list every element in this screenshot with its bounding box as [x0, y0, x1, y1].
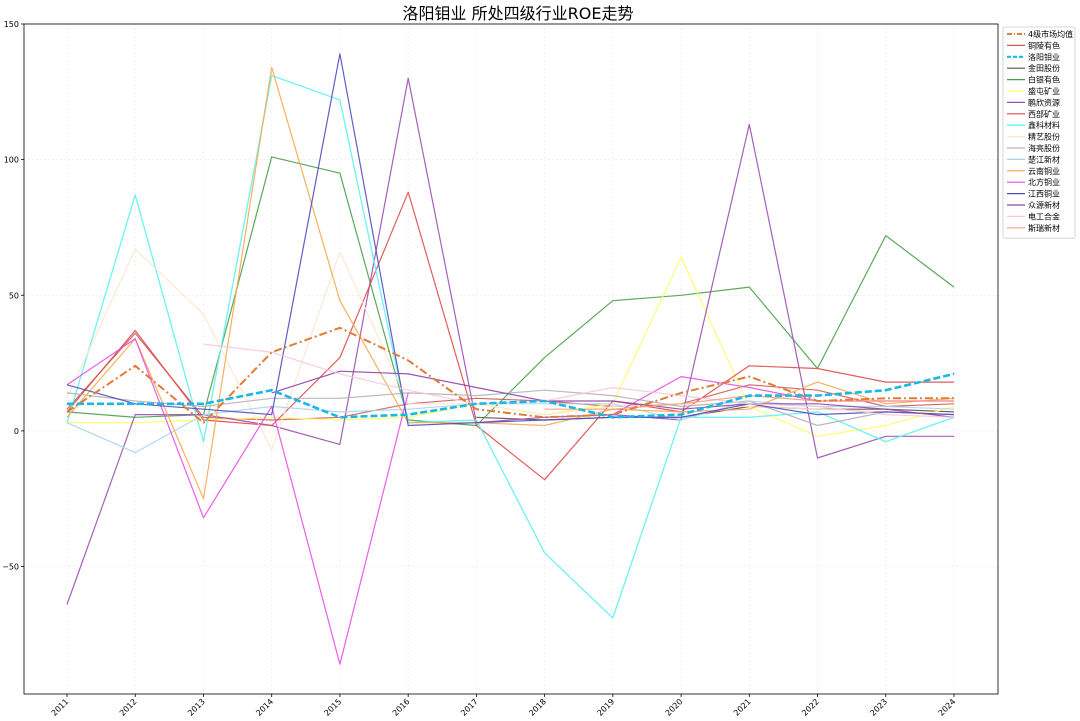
series-line	[66, 338, 954, 665]
grid-lines	[24, 23, 998, 694]
x-tick-label: 2020	[664, 697, 685, 718]
x-tick-label: 2024	[937, 697, 958, 718]
legend-label: 铜陵有色	[1028, 40, 1060, 50]
legend: 4级市场均值铜陵有色洛阳钼业金田股份白银有色盛屯矿业鹏欣资源西部矿业鑫科材料精艺…	[1002, 26, 1076, 239]
series-line	[66, 156, 955, 427]
series-line	[66, 326, 954, 424]
series-line	[67, 372, 955, 419]
series-line	[203, 343, 955, 418]
y-tick-label: −50	[2, 563, 19, 572]
legend-label: 江西铜业	[1028, 189, 1060, 199]
legend-label: 盛屯矿业	[1028, 86, 1060, 96]
legend-label: 金田股份	[1028, 63, 1060, 73]
series-line	[271, 370, 955, 418]
x-tick-label: 2018	[527, 697, 548, 718]
x-tick-label: 2013	[186, 697, 207, 718]
legend-label: 众源新材	[1028, 200, 1060, 210]
legend-label: 鹏欣资源	[1028, 97, 1060, 107]
legend-label: 海亮股份	[1028, 143, 1060, 153]
series-line	[66, 77, 954, 605]
x-tick-label: 2017	[459, 697, 480, 718]
y-tick-label: 50	[9, 291, 19, 300]
series-line	[66, 332, 955, 421]
series-lines	[66, 53, 955, 665]
x-tick-label: 2011	[50, 697, 71, 718]
x-tick-label: 2023	[868, 697, 889, 718]
plot-frame	[23, 23, 999, 695]
legend-label: 洛阳钼业	[1028, 52, 1060, 62]
legend-label: 精艺股份	[1028, 132, 1060, 142]
y-tick-label: 0	[14, 427, 19, 436]
series-line	[66, 66, 955, 500]
x-tick-label: 2021	[732, 697, 753, 718]
legend-label: 电工合金	[1028, 211, 1060, 221]
legend-label: 北方铜业	[1028, 177, 1060, 187]
series-line	[66, 191, 954, 481]
legend-label: 云南铜业	[1028, 166, 1060, 176]
legend-label: 4级市场均值	[1028, 29, 1073, 39]
x-tick-label: 2014	[254, 697, 275, 718]
legend-label: 西部矿业	[1028, 109, 1060, 119]
y-tick-label: 100	[4, 156, 19, 165]
legend-label: 鑫科材料	[1028, 120, 1060, 130]
x-tick-label: 2022	[800, 697, 821, 718]
chart-title: 洛阳钼业 所处四级行业ROE走势	[403, 4, 634, 23]
x-tick-label: 2016	[391, 697, 412, 718]
x-tick-label: 2019	[596, 697, 617, 718]
series-line	[66, 248, 955, 451]
y-tick-label: 150	[4, 20, 19, 29]
legend-label: 斯瑞新材	[1028, 223, 1060, 233]
legend-label: 白银有色	[1028, 75, 1060, 85]
x-tick-label: 2015	[323, 697, 344, 718]
series-line	[66, 389, 955, 427]
x-tick-label: 2012	[118, 697, 139, 718]
series-line	[66, 74, 955, 619]
legend-label: 楚江新材	[1028, 154, 1060, 164]
